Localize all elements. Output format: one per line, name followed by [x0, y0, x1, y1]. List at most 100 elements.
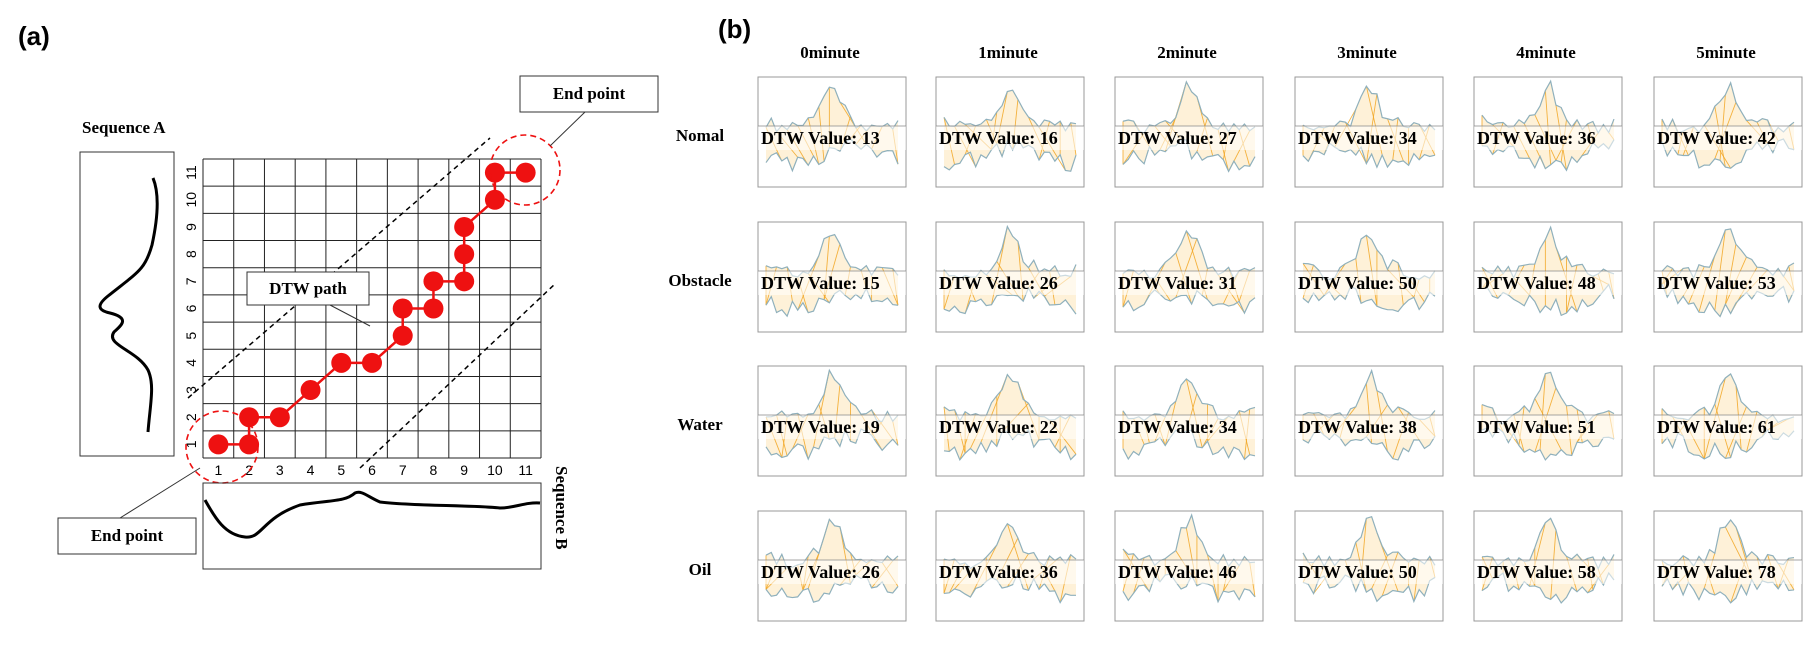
dtw-label-band	[1654, 560, 1802, 584]
series-reference	[765, 287, 899, 318]
sequence-b-curve	[203, 490, 541, 539]
dtw-value-label: DTW Value: 36	[1477, 128, 1596, 148]
x-tick-label: 8	[430, 462, 438, 478]
dtw-path-node	[454, 216, 475, 237]
dtw-value-label: DTW Value: 34	[1118, 417, 1237, 437]
end-point-circle-start	[185, 410, 259, 484]
dtw-label-band	[1295, 415, 1443, 439]
dtw-cell: DTW Value: 34	[1294, 76, 1444, 188]
dtw-cell: DTW Value: 27	[1114, 76, 1264, 188]
dtw-label-band	[936, 271, 1084, 295]
window-upper-line	[187, 137, 491, 399]
dtw-path-node	[423, 298, 444, 319]
column-header: 3minute	[1337, 43, 1397, 62]
dtw-cell: DTW Value: 36	[935, 510, 1085, 622]
dtw-value-label: DTW Value: 46	[1118, 562, 1237, 582]
row-headers: Nomal Obstacle Water Oil	[668, 126, 732, 579]
dtw-label-band	[1474, 126, 1622, 150]
x-tick-label: 4	[307, 462, 315, 478]
series-reference	[1122, 289, 1256, 315]
dtw-value-label: DTW Value: 48	[1477, 273, 1596, 293]
dtw-value-label: DTW Value: 78	[1657, 562, 1776, 582]
sequence-a-label: Sequence A	[82, 118, 166, 137]
dtw-value-label: DTW Value: 42	[1657, 128, 1776, 148]
series-reference	[1661, 138, 1795, 169]
dtw-label-band	[758, 560, 906, 584]
y-tick-label: 10	[183, 192, 199, 208]
dtw-label-band	[1654, 415, 1802, 439]
series-reference	[1661, 283, 1795, 318]
grid-ticks-x: 1 2 3 4 5 6 7 8 9 10 11	[214, 462, 533, 478]
dtw-cell: DTW Value: 13	[757, 76, 907, 188]
dtw-path-node	[239, 434, 260, 455]
y-tick-label: 11	[183, 165, 199, 180]
series-reference	[1302, 142, 1436, 169]
dtw-path-box	[246, 271, 370, 306]
x-tick-label: 11	[518, 462, 533, 478]
dtw-path-node	[454, 271, 475, 292]
dtw-value-label: DTW Value: 31	[1118, 273, 1237, 293]
dtw-cell: DTW Value: 26	[757, 510, 907, 622]
dtw-label-band	[936, 126, 1084, 150]
dtw-path-node	[362, 352, 382, 373]
column-header: 4minute	[1516, 43, 1576, 62]
end-point-bottom-box	[57, 517, 197, 555]
y-tick-label: 7	[183, 277, 199, 285]
dtw-cell: DTW Value: 46	[1114, 510, 1264, 622]
y-tick-label: 1	[183, 440, 199, 448]
dtw-cell: DTW Value: 19	[757, 365, 907, 477]
dtw-cell: DTW Value: 15	[757, 221, 907, 333]
series-query	[765, 233, 899, 278]
dtw-cell: DTW Value: 38	[1294, 365, 1444, 477]
end-point-top-box	[519, 75, 659, 113]
x-tick-label: 6	[368, 462, 376, 478]
dtw-value-label: DTW Value: 61	[1657, 417, 1776, 437]
dtw-path-node	[208, 434, 229, 455]
dtw-cell: DTW Value: 16	[935, 76, 1085, 188]
dtw-value-label: DTW Value: 27	[1118, 128, 1237, 148]
column-header: 5minute	[1696, 43, 1756, 62]
row-header: Water	[677, 415, 723, 434]
dtw-path-node	[515, 162, 536, 183]
dtw-cell: DTW Value: 58	[1473, 510, 1623, 622]
dtw-path-node	[269, 407, 290, 428]
dtw-path-node	[300, 380, 321, 401]
dtw-value-label: DTW Value: 51	[1477, 417, 1596, 437]
dtw-path-node	[392, 298, 413, 319]
dtw-path-node	[454, 244, 475, 265]
column-header: 0minute	[800, 43, 860, 62]
series-reference	[765, 574, 899, 603]
panel-b: (b) 0minute 1minute 2minute 3minute 4minute 5…	[668, 14, 1803, 622]
dtw-cell: DTW Value: 31	[1114, 221, 1264, 333]
end-point-top-leader	[549, 111, 586, 147]
dtw-value-label: DTW Value: 50	[1298, 562, 1417, 582]
dtw-cell: DTW Value: 48	[1473, 221, 1623, 333]
series-query	[1661, 519, 1795, 568]
row-header: Oil	[689, 560, 712, 579]
dtw-value-label: DTW Value: 58	[1477, 562, 1596, 582]
dtw-value-label: DTW Value: 15	[761, 273, 880, 293]
dtw-value-label: DTW Value: 53	[1657, 273, 1776, 293]
dtw-path	[208, 162, 536, 455]
panel-a: (a) Sequence A 1 2 3 4 5 6 7 8 9 10 11 12345678910…	[18, 21, 659, 570]
dtw-value-label: DTW Value: 16	[939, 128, 1058, 148]
x-tick-label: 10	[487, 462, 503, 478]
dtw-path-node	[484, 189, 505, 210]
sequence-b-label: Sequence B	[552, 466, 571, 550]
dtw-path-label: DTW path	[269, 279, 347, 298]
dtw-value-label: DTW Value: 26	[939, 273, 1058, 293]
dtw-path-node	[331, 352, 352, 373]
dtw-path-leader	[329, 304, 371, 327]
end-point-circle-end	[489, 134, 561, 206]
grid-ticks-y: 1 2 3 4 5 6 7 8 9 10 11	[183, 165, 199, 448]
dtw-label-band	[1295, 126, 1443, 150]
end-point-bottom-leader	[119, 467, 201, 519]
window-lower-line	[359, 282, 557, 469]
dtw-label-band	[1295, 271, 1443, 295]
dtw-label-band	[758, 271, 906, 295]
dtw-cell: DTW Value: 50	[1294, 510, 1444, 622]
dtw-label-band	[936, 415, 1084, 439]
dtw-value-label: DTW Value: 50	[1298, 273, 1417, 293]
dtw-value-label: DTW Value: 19	[761, 417, 880, 437]
dtw-cell: DTW Value: 26	[935, 221, 1085, 333]
